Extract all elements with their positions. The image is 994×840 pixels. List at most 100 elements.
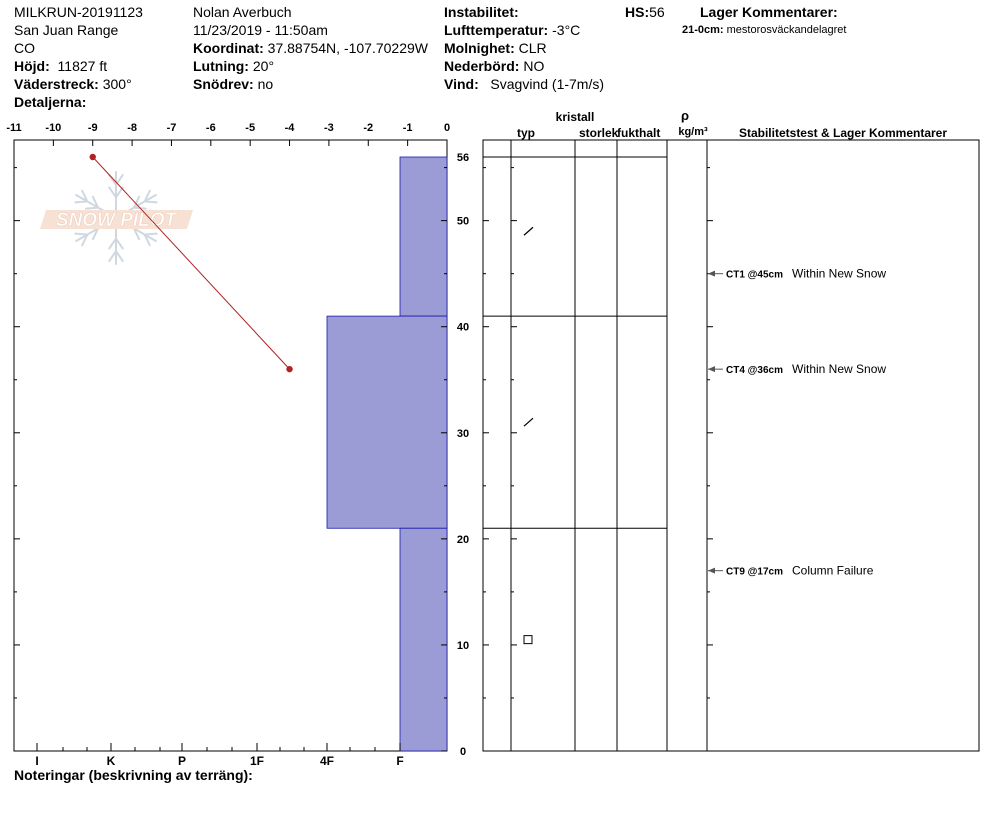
density-unit: kg/m³: [678, 126, 708, 138]
table-depth-ticks: [483, 167, 713, 752]
flake-branch: [143, 200, 158, 204]
slope-label: Lutning:: [193, 58, 249, 74]
temp-point: [89, 153, 96, 161]
temp-tick-label: -8: [127, 122, 137, 134]
temp-tick-label: -7: [167, 122, 177, 134]
stability-test-code: CT1 @45cm: [726, 270, 783, 281]
cloud-cover-label: Molnighet:: [444, 40, 515, 56]
slope-value: 20°: [252, 58, 275, 74]
observer-name: Nolan Averbuch: [193, 4, 292, 20]
layer-comment: 21-0cm: mestorosväckandelagret: [682, 24, 846, 37]
wind-label: Vind:: [444, 76, 479, 92]
stability-test-comment: Column Failure: [792, 564, 874, 578]
left-depth-ticks: [14, 167, 20, 752]
stability-arrow-head: [708, 366, 715, 373]
flake-branch: [81, 189, 89, 203]
temp-tick-label: -4: [285, 122, 296, 134]
hardness-label-1F: 1F: [250, 754, 264, 768]
layer-table-frame: [482, 139, 980, 752]
aspect-value: 300°: [102, 76, 132, 92]
depth-tick-label: 30: [457, 428, 469, 440]
flake-branch: [115, 186, 124, 199]
depth-tick-label: 40: [457, 322, 469, 334]
hardness-layer-1: [326, 315, 448, 529]
stability-test-comment: Within New Snow: [792, 267, 886, 281]
flake-branch: [108, 237, 117, 250]
snow-height: HS:56: [625, 4, 665, 20]
temp-tick-label: 0: [444, 122, 450, 134]
temperature-axis: -11 -10 -9 -8 -7 -6 -5 -4 -3 -2 -1 0: [6, 122, 450, 146]
stability-tests: CT1 @45cm Within New Snow CT4 @36cm Within …: [708, 267, 886, 578]
temp-tick-label: -10: [45, 122, 61, 134]
depth-tick-label: 56: [457, 152, 469, 164]
flake-branch: [81, 233, 89, 247]
wind-value: Svagvind (1-7m/s): [490, 76, 605, 92]
depth-tick-label: 50: [457, 216, 469, 228]
grain-symbol-slash: [523, 226, 534, 236]
hardness-layer-0: [399, 156, 448, 317]
temp-tick-label: -2: [363, 122, 373, 134]
state-name: CO: [14, 40, 35, 56]
snowpilot-logo: SNOW PILOT: [40, 171, 193, 265]
hardness-label-K: K: [107, 754, 116, 768]
hardness-label-4F: 4F: [320, 754, 334, 768]
depth-tick-label: 0: [460, 746, 466, 758]
temp-tick-label: -6: [206, 122, 216, 134]
stability-arrow-head: [708, 567, 715, 574]
aspect-label: Väderstreck:: [14, 76, 99, 92]
layer-table: kristall typ storlek fukthalt ρ kg/m³ St…: [482, 108, 980, 752]
elevation: Höjd: 11827 ft: [14, 58, 107, 74]
flake-branch: [143, 189, 151, 203]
depth-axis: 0 10 20 30 40 50 56: [441, 152, 469, 758]
cloud-cover-value: CLR: [518, 40, 547, 56]
flake-branch: [143, 233, 151, 247]
temp-tick-label: -5: [245, 122, 255, 134]
cloud-cover: Molnighet: CLR: [444, 40, 547, 56]
air-temp-label: Lufttemperatur:: [444, 22, 549, 38]
grain-symbols: [523, 226, 534, 645]
hardness-label-P: P: [178, 754, 186, 768]
grain-symbol-slash: [523, 417, 534, 427]
temp-profile-segment: [92, 156, 290, 370]
slope: Lutning: 20°: [193, 58, 274, 74]
flake-branch: [108, 250, 117, 263]
type-header: typ: [517, 126, 535, 140]
flake-branch: [91, 227, 100, 241]
instability-label: Instabilitet:: [444, 4, 519, 20]
coordinates-label: Koordinat:: [193, 40, 264, 56]
temp-tick-label: -1: [403, 122, 413, 134]
details-label: Detaljerna:: [14, 94, 87, 110]
hardness-layer-2: [399, 527, 448, 752]
precipitation: Nederbörd: NO: [444, 58, 544, 74]
snow-height-value: 56: [649, 4, 665, 20]
wind: Vind: Svagvind (1-7m/s): [444, 76, 604, 92]
flake-branch: [143, 232, 158, 236]
site-name: MILKRUN-20191123: [14, 4, 143, 20]
flake-branch: [132, 227, 141, 241]
air-temp-value: -3°C: [552, 22, 581, 38]
flake-branch: [85, 206, 100, 210]
crystal-header: kristall: [556, 110, 595, 124]
air-temp: Lufttemperatur: -3°C: [444, 22, 580, 38]
stability-test-comment: Within New Snow: [792, 362, 886, 376]
layer-comments-title: Lager Kommentarer:: [700, 4, 838, 20]
flake-branch: [91, 195, 100, 209]
hardness-layers: [326, 156, 448, 752]
hardness-label-F: F: [396, 754, 403, 768]
wind-loading: Snödrev: no: [193, 76, 273, 92]
snow-height-label: HS:: [625, 4, 650, 20]
flake-branch: [74, 200, 89, 204]
moisture-header: fukthalt: [617, 126, 660, 140]
temp-point: [286, 365, 293, 373]
temp-tick-label: -3: [324, 122, 334, 134]
flake-branch: [132, 195, 141, 209]
density-symbol: ρ: [681, 108, 689, 123]
range-name: San Juan Range: [14, 22, 119, 38]
temp-tick-label: -11: [6, 122, 21, 134]
hardness-axis: I K P 1F 4F F: [35, 743, 404, 768]
flake-branch: [74, 232, 89, 236]
layer-comment-depth: 21-0cm:: [682, 24, 724, 36]
layer-comment-text: mestorosväckandelagret: [726, 24, 847, 36]
temperature-profile: [89, 153, 293, 373]
